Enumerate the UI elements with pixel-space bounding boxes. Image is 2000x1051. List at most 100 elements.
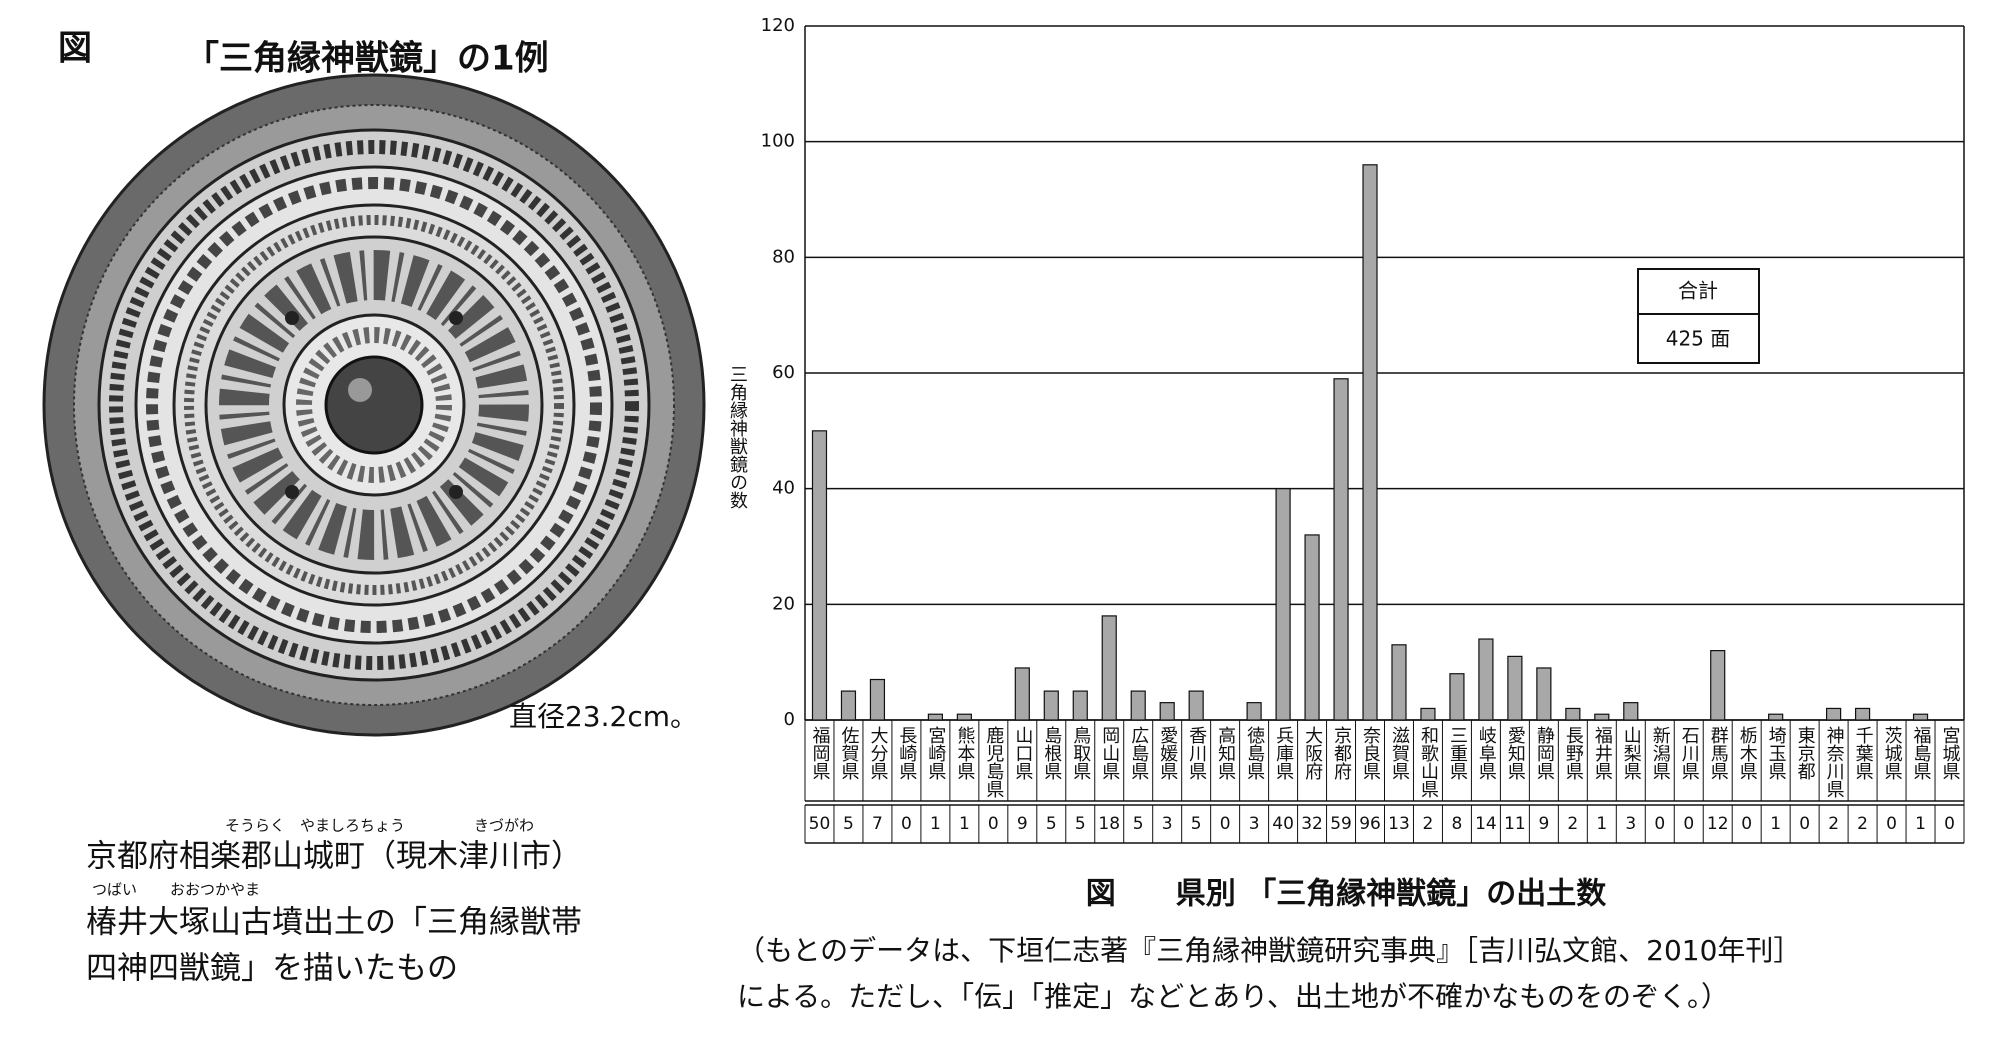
x-tick-label: 長野県 [1563,726,1584,780]
x-tick-label: 福島県 [1911,726,1932,780]
x-tick-label: 岡山県 [1099,726,1120,780]
table-value: 32 [1301,814,1323,834]
x-tick-label: 滋賀県 [1389,726,1410,780]
x-tick-label: 鹿児島県 [983,726,1004,798]
x-tick-label: 徳島県 [1244,726,1265,780]
bar [1304,534,1320,721]
bar [1536,667,1552,721]
x-tick-label: 山梨県 [1621,726,1642,780]
table-value: 59 [1330,814,1352,834]
figure-label: 図 [58,29,92,69]
x-tick-label: 大分県 [867,726,888,780]
x-tick-label: 石川県 [1679,726,1700,780]
bar [1362,164,1378,721]
y-tick-label: 120 [761,15,795,36]
table-value: 3 [1162,814,1173,834]
y-tick-label: 60 [772,362,795,383]
bar [1912,713,1929,721]
y-tick-label: 0 [784,709,795,730]
table-value: 0 [1683,814,1694,834]
figure-title: 「三角縁神獣鏡」の1例 [185,39,549,79]
y-axis-label: 三角縁神獣鏡の数 [727,365,748,509]
diameter-label: 直径23.2cm。 [509,700,698,733]
table-value: 0 [1944,814,1955,834]
table-value: 11 [1504,814,1526,834]
table-value: 40 [1272,814,1294,834]
x-tick-label: 大阪府 [1302,726,1323,781]
bar [1710,649,1726,721]
table-value: 2 [1828,814,1839,834]
table-value: 0 [1741,814,1752,834]
total-label: 合計 [1678,279,1718,303]
bar [1565,707,1581,721]
x-tick-label: 岐阜県 [1476,726,1497,780]
table-value: 5 [1075,814,1086,834]
x-tick-label: 福岡県 [809,726,830,780]
table-value: 1 [1915,814,1926,834]
table-value: 7 [872,814,883,834]
bar [1623,702,1639,721]
table-value: 8 [1452,814,1463,834]
total-value: 425 面 [1666,327,1731,351]
x-tick-label: 広島県 [1128,726,1149,780]
x-tick-label: 宮崎県 [925,726,946,780]
table-value: 12 [1707,814,1729,834]
table-value: 5 [1133,814,1144,834]
x-tick-label: 香川県 [1186,726,1207,780]
table-value: 0 [988,814,999,834]
table-value: 96 [1359,814,1381,834]
bar [1594,713,1610,721]
table-value: 9 [1538,814,1549,834]
bar [869,678,886,721]
bar [927,713,943,721]
table-value: 0 [1220,814,1231,834]
bar [1072,690,1088,721]
bar [1854,707,1871,721]
caption-line: 京都府相楽郡山城町（現木津川市） [86,839,582,875]
bar [956,713,972,721]
table-value: 5 [1191,814,1202,834]
y-tick-label: 20 [772,593,795,614]
table-value: 50 [809,814,831,834]
bar [1130,690,1146,721]
table-value: 2 [1857,814,1868,834]
bar [1449,673,1465,721]
x-tick-label: 奈良県 [1360,726,1381,780]
bar [1391,644,1407,721]
bar [1275,488,1291,721]
table-value: 5 [843,814,854,834]
table-value: 0 [1886,814,1897,834]
x-tick-label: 神奈川県 [1824,726,1845,798]
caption-line: 椿井大塚山古墳出土の「三角縁獣帯 [86,905,582,941]
y-tick-label: 80 [772,246,795,267]
table-value: 1 [1596,814,1607,834]
x-tick-label: 島根県 [1041,726,1062,780]
x-tick-label: 愛知県 [1505,726,1526,780]
table-value: 0 [1654,814,1665,834]
table-value: 0 [1799,814,1810,834]
table-value: 5 [1046,814,1057,834]
x-tick-label: 東京都 [1795,726,1816,780]
bar [1768,713,1784,721]
caption-line: 四神四獣鏡」を描いたもの [86,951,458,987]
x-tick-label: 福井県 [1592,726,1613,780]
table-value: 3 [1249,814,1260,834]
table-value: 2 [1567,814,1578,834]
y-tick-label: 100 [761,131,795,152]
x-tick-label: 高知県 [1215,726,1236,780]
bar [1826,707,1842,721]
bar [1333,378,1349,721]
chart-title: 図 県別 「三角縁神獣鏡」の出土数 [1086,877,1607,912]
x-tick-label: 栃木県 [1737,726,1758,780]
x-tick-label: 京都府 [1331,726,1352,781]
ruby: そうらく [225,817,285,835]
bar [1478,638,1494,721]
x-tick-label: 千葉県 [1853,726,1874,780]
bar [1101,615,1117,721]
total-box [1637,268,1760,364]
note-line: による。ただし、「伝」「推定」などとあり、出土地が不確かなものをのぞく。） [737,980,1729,1013]
bar [811,430,828,721]
x-tick-label: 山口県 [1012,726,1033,780]
table-value: 1 [1770,814,1781,834]
x-tick-label: 熊本県 [954,726,975,780]
